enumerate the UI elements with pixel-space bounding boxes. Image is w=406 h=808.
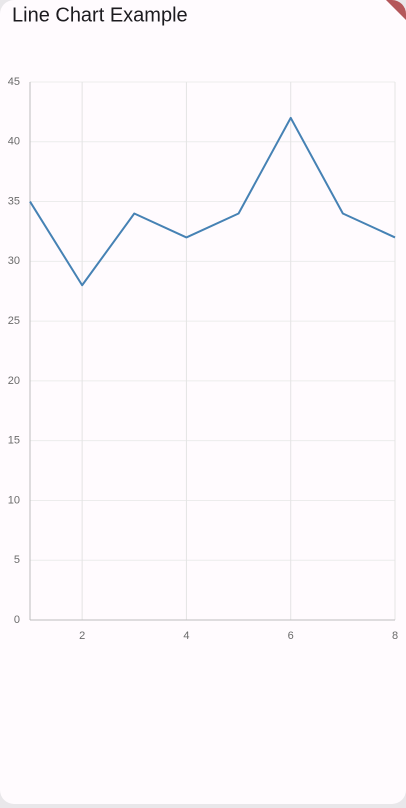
y-tick-label: 35: [8, 195, 20, 207]
x-tick-label: 6: [288, 630, 294, 642]
x-tick-label: 2: [79, 630, 85, 642]
y-tick-label: 40: [8, 136, 20, 148]
data-line: [29, 116, 396, 287]
y-tick-label: 5: [14, 554, 20, 566]
app-title: Line Chart Example: [12, 4, 188, 26]
y-tick-label: 0: [14, 614, 20, 626]
y-tick-label: 15: [8, 435, 20, 447]
y-tick-label: 30: [8, 255, 20, 267]
x-tick-label: 4: [183, 630, 189, 642]
y-tick-label: 20: [8, 375, 20, 387]
debug-banner: [386, 0, 406, 20]
x-tick-label: 8: [392, 630, 398, 642]
y-tick-label: 25: [8, 315, 20, 327]
y-tick-label: 10: [8, 494, 20, 506]
y-tick-label: 45: [8, 76, 20, 88]
